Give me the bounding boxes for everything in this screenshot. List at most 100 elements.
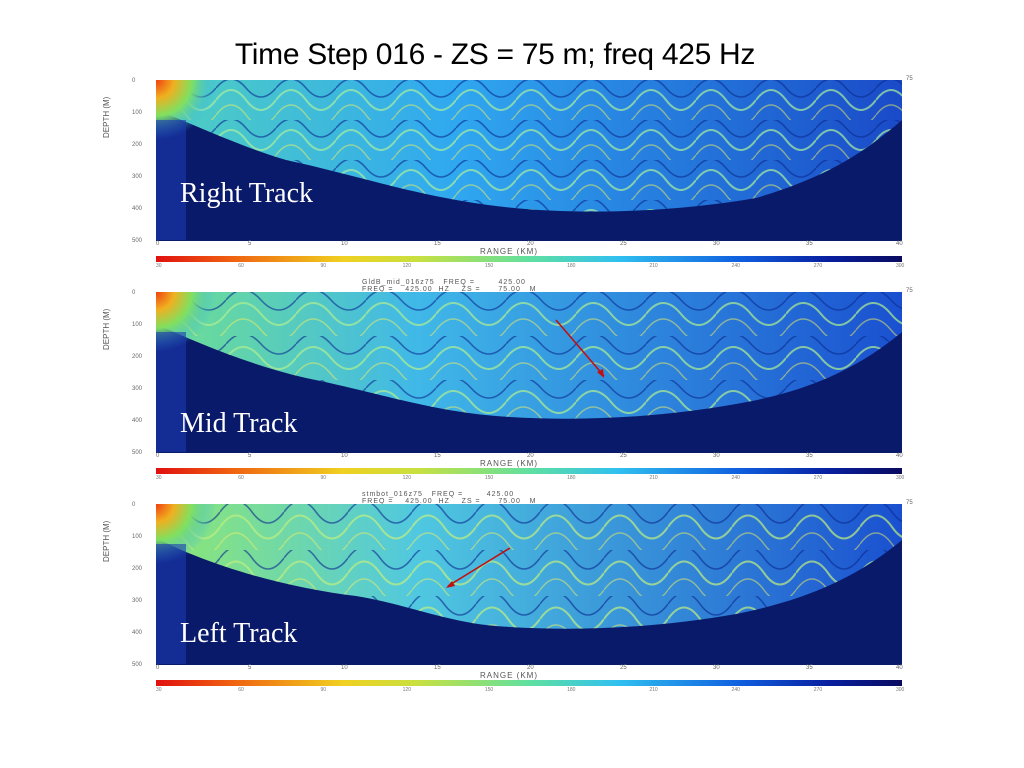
x-tick: 5 — [248, 665, 252, 671]
colorbar-tick: 120 — [402, 687, 411, 693]
x-tick: 10 — [341, 665, 348, 671]
y-tick: 100 — [132, 110, 143, 116]
colorbar-tick: 90 — [320, 687, 326, 693]
y-tick: 500 — [132, 450, 143, 456]
track-label: Left Track — [180, 618, 298, 649]
x-tick: 5 — [248, 241, 252, 247]
colorbar-tick: 300 — [896, 475, 905, 481]
x-tick: 20 — [527, 453, 534, 459]
colorbar-tick: 240 — [731, 687, 740, 693]
y-tick: 200 — [132, 566, 143, 572]
x-tick: 40 — [896, 665, 903, 671]
colorbar-tick: 180 — [567, 687, 576, 693]
x-tick: 35 — [806, 665, 813, 671]
y-axis-label: DEPTH (M) — [102, 520, 111, 562]
colorbar-tick: 180 — [567, 263, 576, 269]
x-tick: 20 — [527, 241, 534, 247]
x-tick: 25 — [620, 665, 627, 671]
track-label: Mid Track — [180, 408, 298, 439]
red-arrow — [555, 319, 605, 378]
colorbar-tick: 270 — [813, 263, 823, 269]
panel-header: GldB_mid_016z75 FREQ = 425.00 — [362, 279, 526, 286]
x-tick: 35 — [806, 241, 813, 247]
x-tick: 25 — [620, 453, 627, 459]
x-tick: 30 — [713, 453, 720, 459]
y-tick: 200 — [132, 142, 143, 148]
colorbar — [156, 680, 902, 686]
field-plot: Mid Track — [156, 292, 902, 453]
y-tick: 400 — [132, 206, 143, 212]
x-tick: 30 — [713, 665, 720, 671]
x-tick: 5 — [248, 453, 252, 459]
colorbar-tick: 210 — [649, 475, 658, 481]
colorbar-tick: 240 — [731, 475, 740, 481]
y-tick: 0 — [132, 290, 136, 296]
colorbar-tick: 150 — [484, 263, 494, 269]
colorbar — [156, 468, 902, 474]
y-tick: 100 — [132, 534, 143, 540]
colorbar-tick: 240 — [731, 263, 740, 269]
x-tick: 25 — [620, 241, 627, 247]
x-tick: 20 — [527, 665, 534, 671]
panel-header: FREQ = 425.00 HZ ZS = 75.00 M — [362, 498, 537, 505]
colorbar-tick: 270 — [813, 475, 823, 481]
y-tick: 400 — [132, 630, 143, 636]
colorbar-tick: 90 — [320, 475, 326, 481]
y-tick: 300 — [132, 598, 143, 604]
colorbar-tick: 270 — [813, 687, 823, 693]
y-tick: 500 — [132, 662, 143, 668]
x-tick: 0 — [156, 241, 160, 247]
y-tick: 400 — [132, 418, 143, 424]
source-depth-tag: 75 — [906, 288, 913, 294]
y-tick: 0 — [132, 78, 136, 84]
colorbar-tick: 150 — [484, 687, 494, 693]
colorbar-tick: 90 — [320, 263, 326, 269]
colorbar-tick: 30 — [156, 263, 162, 269]
colorbar — [156, 256, 902, 262]
y-tick: 500 — [132, 238, 143, 244]
x-tick: 15 — [434, 241, 441, 247]
colorbar-tick: 120 — [402, 263, 411, 269]
panel-right-track: 75 DEPTH (M) 0 100 200 300 400 500 — [102, 76, 920, 288]
colorbar-tick: 300 — [896, 687, 905, 693]
x-tick: 40 — [896, 241, 903, 247]
x-tick: 40 — [896, 453, 903, 459]
x-tick: 15 — [434, 453, 441, 459]
x-axis-label: RANGE (KM) — [480, 459, 538, 468]
x-axis-label: RANGE (KM) — [480, 247, 538, 256]
colorbar-tick: 60 — [238, 475, 244, 481]
panel-header: stmbot_016z75 FREQ = 425.00 — [362, 491, 515, 498]
x-tick: 10 — [341, 453, 348, 459]
x-axis-label: RANGE (KM) — [480, 671, 538, 680]
panel-mid-track: GldB_mid_016z75 FREQ = 425.00 FREQ = 425… — [102, 279, 920, 500]
colorbar-tick: 120 — [402, 475, 411, 481]
track-label: Right Track — [180, 178, 314, 209]
colorbar-tick: 300 — [896, 263, 905, 269]
x-tick: 35 — [806, 453, 813, 459]
y-axis-label: DEPTH (M) — [102, 96, 111, 138]
source-depth-tag: 75 — [906, 76, 913, 82]
y-tick: 100 — [132, 322, 143, 328]
colorbar-tick: 210 — [649, 687, 658, 693]
field-plot: Right Track — [156, 80, 902, 241]
colorbar-tick: 30 — [156, 475, 162, 481]
x-tick: 10 — [341, 241, 348, 247]
x-tick: 0 — [156, 665, 160, 671]
colorbar-tick: 60 — [238, 263, 244, 269]
y-tick: 200 — [132, 354, 143, 360]
colorbar-tick: 180 — [567, 475, 576, 481]
colorbar-tick: 210 — [649, 263, 658, 269]
y-tick: 300 — [132, 174, 143, 180]
y-axis-label: DEPTH (M) — [102, 308, 111, 350]
page-title: Time Step 016 - ZS = 75 m; freq 425 Hz — [234, 38, 756, 71]
x-tick: 30 — [713, 241, 720, 247]
panel-left-track: stmbot_016z75 FREQ = 425.00 FREQ = 425.0… — [102, 491, 920, 712]
y-tick: 300 — [132, 386, 143, 392]
y-tick: 0 — [132, 502, 136, 508]
panel-header: FREQ = 425.00 HZ ZS = 75.00 M — [362, 286, 537, 293]
colorbar-tick: 150 — [484, 475, 494, 481]
x-tick: 15 — [434, 665, 441, 671]
colorbar-tick: 60 — [238, 687, 244, 693]
red-arrow — [446, 547, 511, 588]
x-tick: 0 — [156, 453, 160, 459]
